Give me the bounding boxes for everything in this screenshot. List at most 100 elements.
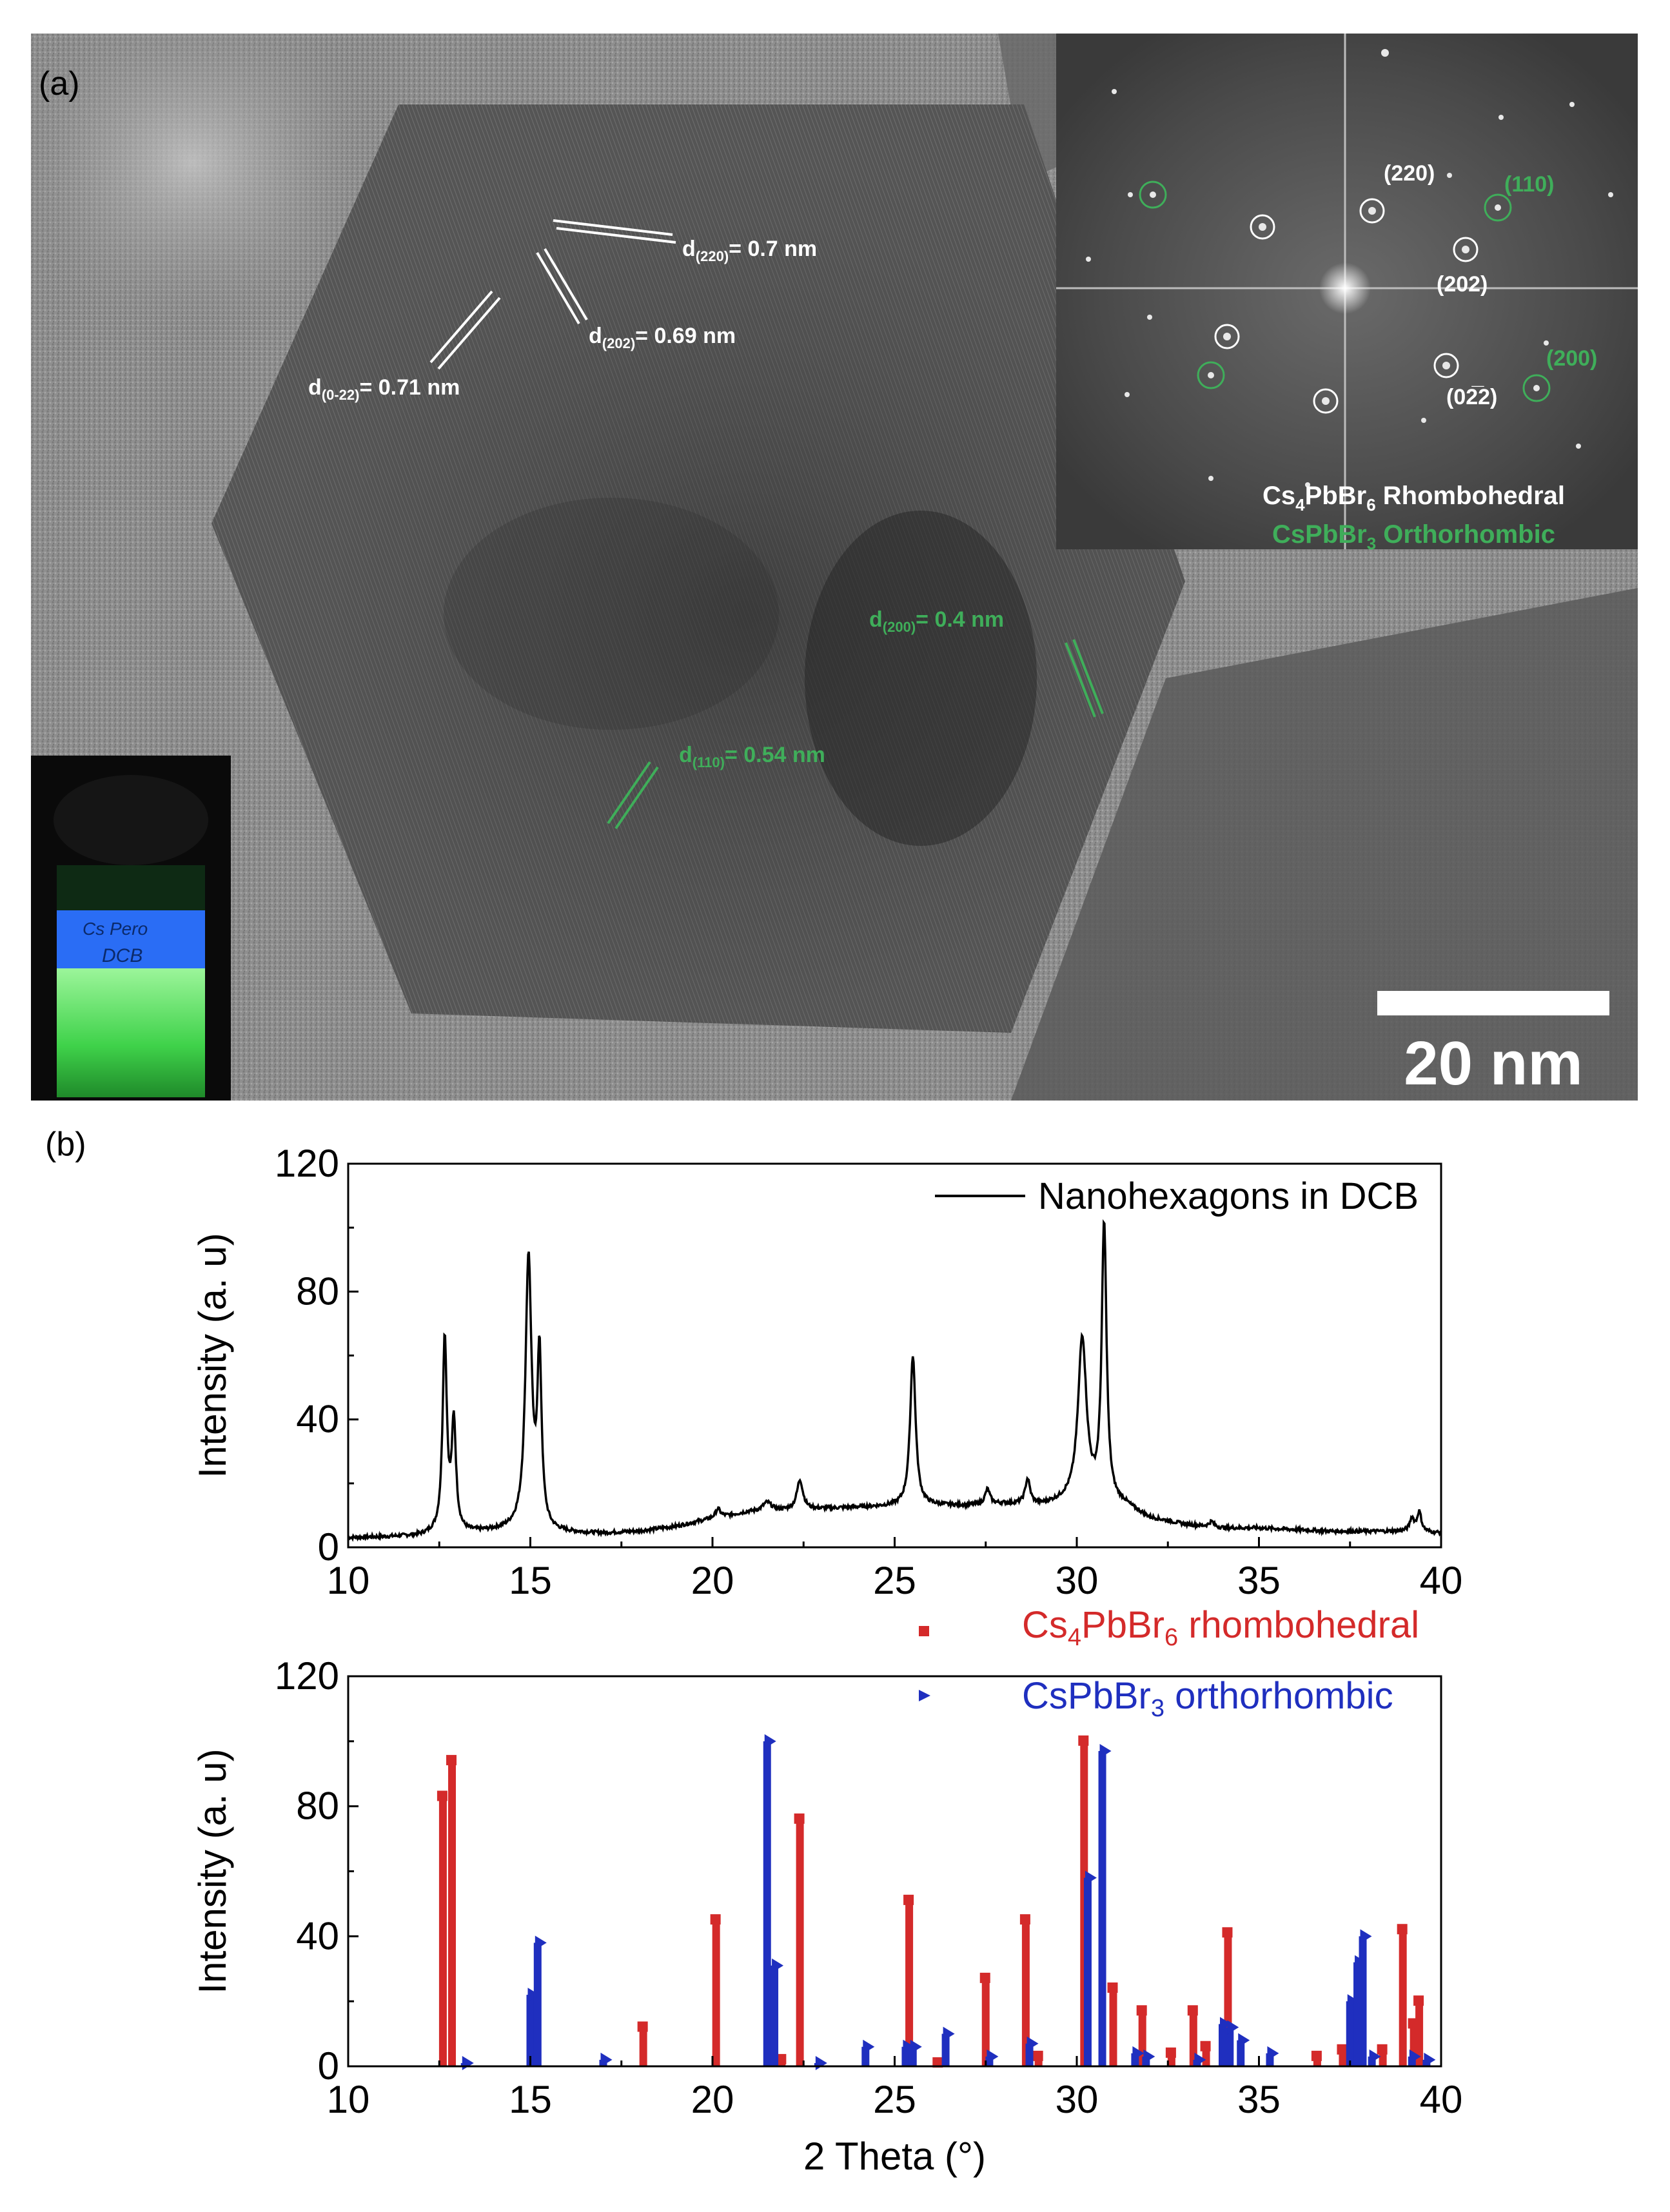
bar-marker-cs4pbbr6 <box>979 1972 990 1983</box>
bar-marker-cspbbr3 <box>910 2039 922 2054</box>
bar-marker-cspbbr3 <box>1085 1870 1097 1885</box>
axis-ticks-bottom: 10 15 20 25 30 35 40 0 40 80 120 <box>275 1654 1462 2121</box>
bar-cs4pbbr6 <box>1399 1930 1407 2066</box>
legend-marker-cs4pbbr6 <box>919 1626 929 1636</box>
fft-phase-orthorhombic: CsPbBr3 Orthorhombic <box>1272 520 1555 553</box>
bottom-ytick-label: 40 <box>296 1914 339 1957</box>
y-axis-label-bottom: Intensity (a. u) <box>191 1748 234 1993</box>
bar-marker-cspbbr3 <box>943 2026 955 2041</box>
bottom-ytick-label: 0 <box>318 2044 339 2088</box>
y-axis-label-top: Intensity (a. u) <box>191 1233 234 1478</box>
top-xtick-label: 15 <box>509 1559 552 1602</box>
bar-marker-cs4pbbr6 <box>794 1813 805 1824</box>
bar-marker-cspbbr3 <box>772 1958 784 1973</box>
fft-label-200: (200) <box>1546 346 1597 371</box>
bar-marker-cspbbr3 <box>1220 2017 1232 2031</box>
bar-cs4pbbr6 <box>1189 2011 1197 2066</box>
bar-cs4pbbr6 <box>1021 1920 1030 2066</box>
bar-cs4pbbr6 <box>639 2027 647 2066</box>
annot-d110: d(110)= 0.54 nm <box>679 743 825 770</box>
bar-marker-cs4pbbr6 <box>437 1790 447 1801</box>
fft-label-022: (02̅2) <box>1446 385 1497 409</box>
bar-marker-cs4pbbr6 <box>1165 2047 1176 2058</box>
fft-label-110: (110) <box>1504 172 1555 197</box>
legend-label-cs4pbbr6: Cs4PbBr6 rhombohedral <box>1022 1604 1419 1651</box>
bar-cs4pbbr6 <box>1202 2046 1210 2066</box>
top-xtick-label: 10 <box>327 1559 370 1602</box>
bar-marker-cspbbr3 <box>1143 2049 1155 2064</box>
bar-cs4pbbr6 <box>796 1819 804 2066</box>
bar-marker-cs4pbbr6 <box>1222 1927 1233 1938</box>
bar-cs4pbbr6 <box>981 1978 990 2066</box>
annot-d200: d(200)= 0.4 nm <box>869 607 1004 635</box>
bar-marker-cs4pbbr6 <box>1136 2005 1147 2016</box>
bar-marker-cs4pbbr6 <box>1187 2005 1198 2016</box>
bar-marker-cspbbr3 <box>600 2052 613 2067</box>
bar-cspbbr3 <box>1083 1877 1092 2066</box>
top-xtick-label: 20 <box>691 1559 734 1602</box>
bar-marker-cspbbr3 <box>1027 2036 1039 2051</box>
bar-marker-cspbbr3 <box>764 1734 776 1748</box>
scale-bar-label: 20 nm <box>1404 1029 1582 1098</box>
bottom-ytick-label: 120 <box>275 1654 339 1698</box>
bar-cs4pbbr6 <box>438 1796 447 2066</box>
bar-cs4pbbr6 <box>905 1900 914 2066</box>
bar-marker-cs4pbbr6 <box>1019 1914 1030 1925</box>
bar-marker-cs4pbbr6 <box>1337 2044 1348 2055</box>
bar-marker-cspbbr3 <box>1099 1743 1112 1758</box>
bar-marker-cspbbr3 <box>1132 2046 1144 2060</box>
legend-label-cspbbr3: CsPbBr3 orthorhombic <box>1022 1675 1393 1722</box>
bar-marker-cspbbr3 <box>903 2039 915 2054</box>
bar-cs4pbbr6 <box>1313 2056 1321 2066</box>
bottom-xtick-label: 25 <box>873 2078 916 2121</box>
bar-marker-cspbbr3 <box>863 2039 875 2054</box>
fft-inset <box>1056 34 1638 549</box>
bar-marker-cs4pbbr6 <box>903 1894 914 1905</box>
bar-marker-cs4pbbr6 <box>637 2021 648 2032</box>
legend-marker-cspbbr3 <box>919 1690 930 1701</box>
bar-marker-cs4pbbr6 <box>1078 1735 1089 1746</box>
bar-marker-cs4pbbr6 <box>1032 2050 1043 2061</box>
vial-label-line2: DCB <box>102 945 142 966</box>
plot-frame-top <box>347 1162 1442 1549</box>
bottom-xtick-label: 20 <box>691 2078 734 2121</box>
tem-image-graphic: d(220)= 0.7 nm d(202)= 0.69 nm d(0-22)= … <box>31 34 1638 1101</box>
vial-label-line1: Cs Pero <box>83 919 148 939</box>
bar-marker-cspbbr3 <box>1347 1994 1359 2009</box>
legend-label-nanohexagons: Nanohexagons in DCB <box>1038 1175 1419 1217</box>
bar-marker-cs4pbbr6 <box>446 1755 457 1766</box>
annot-d022: d(0-22)= 0.71 nm <box>308 375 460 403</box>
bar-cs4pbbr6 <box>448 1761 457 2066</box>
bar-marker-cspbbr3 <box>987 2049 999 2064</box>
top-ytick-label: 120 <box>275 1142 339 1185</box>
axis-ticks-top: 10 15 20 25 30 35 40 0 40 80 120 <box>275 1142 1462 1602</box>
bar-cspbbr3 <box>1098 1750 1106 2066</box>
bar-cs4pbbr6 <box>712 1920 720 2066</box>
bar-marker-cs4pbbr6 <box>932 2057 943 2068</box>
bar-cs4pbbr6 <box>1109 1988 1117 2066</box>
bar-marker-cspbbr3 <box>1267 2046 1279 2060</box>
bar-cspbbr3 <box>1219 2024 1226 2066</box>
bar-cspbbr3 <box>526 1995 535 2066</box>
series-line-nanohexagons <box>348 1219 1442 1542</box>
bottom-xtick-label: 10 <box>327 2078 370 2121</box>
x-axis-label: 2 Theta (°) <box>803 2135 986 2178</box>
bar-marker-cs4pbbr6 <box>1311 2050 1322 2061</box>
fft-phase-rhombohedral: Cs4PbBr6 Rhombohedral <box>1262 482 1565 514</box>
annot-d220: d(220)= 0.7 nm <box>682 237 817 264</box>
bar-marker-cs4pbbr6 <box>1397 1924 1408 1935</box>
bar-marker-cspbbr3 <box>1194 2052 1206 2067</box>
top-ytick-label: 80 <box>296 1269 339 1313</box>
bottom-ytick-label: 80 <box>296 1785 339 1828</box>
top-xtick-label: 40 <box>1420 1559 1463 1602</box>
top-ytick-label: 40 <box>296 1398 339 1441</box>
bar-marker-cs4pbbr6 <box>1377 2044 1388 2055</box>
top-ytick-label: 0 <box>318 1525 339 1569</box>
vial-photo-inset <box>31 756 231 1101</box>
bar-marker-cspbbr3 <box>1369 2049 1381 2064</box>
fft-label-220: (220) <box>1384 161 1435 186</box>
top-xtick-label: 35 <box>1237 1559 1281 1602</box>
